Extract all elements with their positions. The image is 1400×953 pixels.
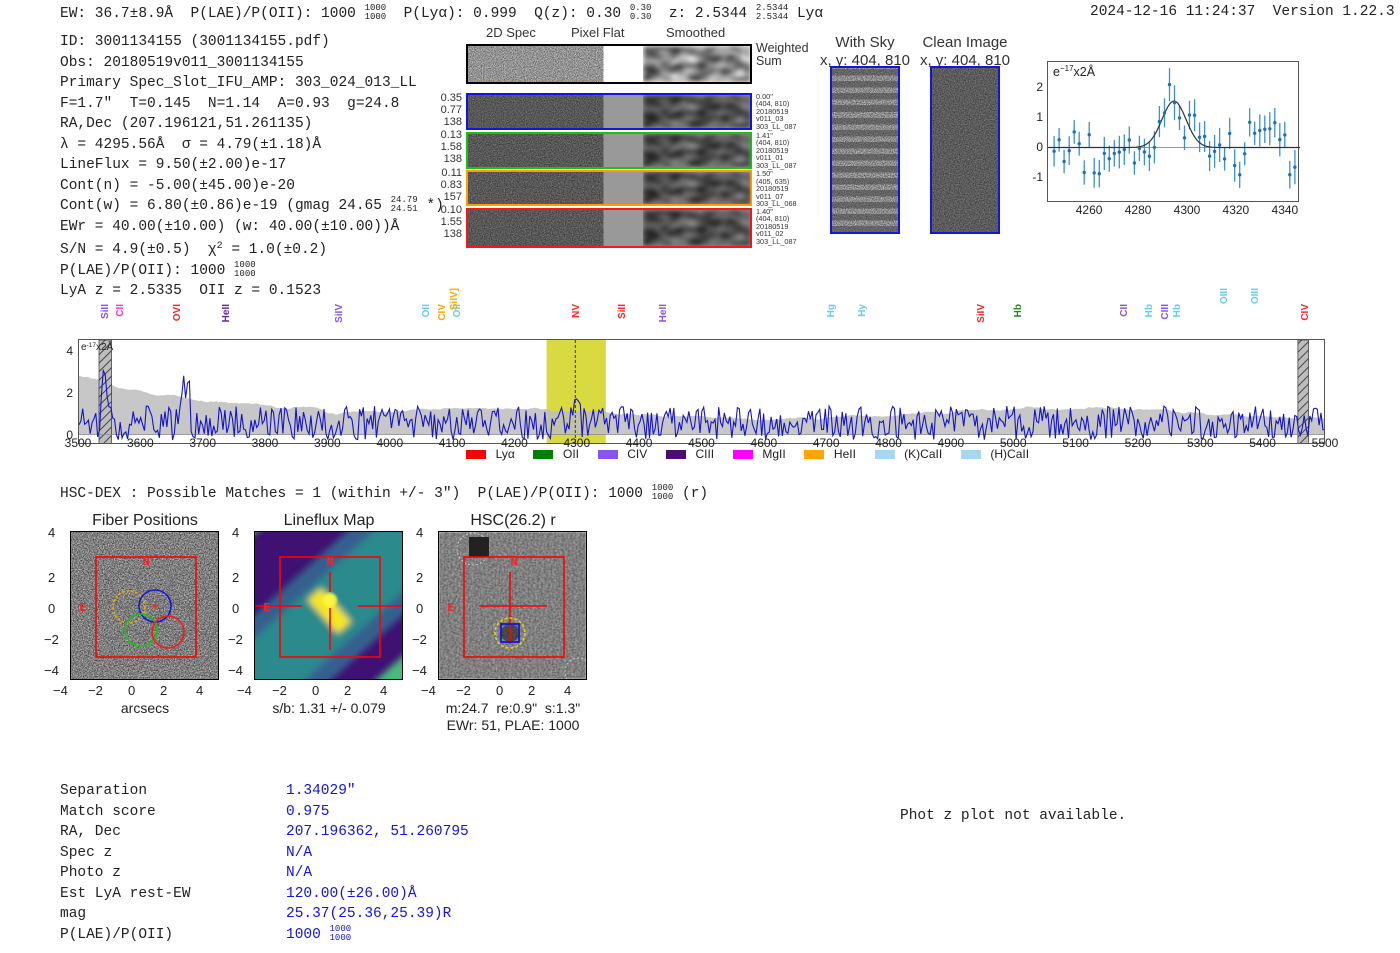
svg-text:E: E (79, 601, 86, 615)
svg-text:N: N (510, 555, 517, 569)
svg-text:e-17x2Å: e-17x2Å (81, 340, 114, 353)
svg-text:N: N (326, 555, 333, 569)
svg-text:E: E (447, 601, 454, 615)
svg-text:E: E (263, 601, 270, 615)
svg-text:N: N (142, 555, 149, 569)
svg-text:+: + (152, 602, 159, 614)
